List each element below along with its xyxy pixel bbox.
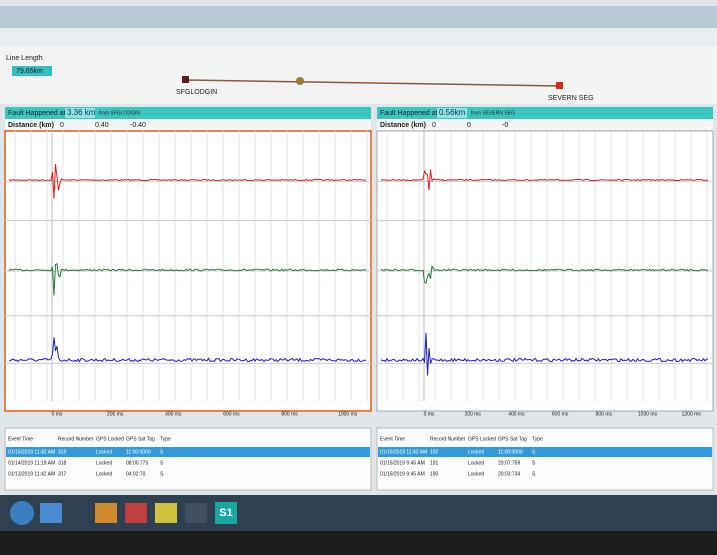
column-header: Event Time [380, 436, 405, 442]
column-header: GPS Sat Tag [498, 436, 527, 442]
distance-label: Distance (km) [8, 122, 54, 129]
fault-from: from SFGLODGIN [99, 110, 140, 116]
screen: Line Length 79.65km SFGLODGIN SEVERN SEG… [0, 0, 717, 550]
table-cell[interactable]: 192 [430, 449, 439, 455]
start-button[interactable] [10, 501, 34, 525]
reading: 0 [467, 122, 471, 129]
table-cell[interactable]: 319 [58, 449, 67, 455]
page: Line Length 79.65km SFGLODGIN SEVERN SEG… [0, 0, 717, 550]
table-cell[interactable]: 190 [430, 471, 439, 477]
title-bar [0, 6, 717, 28]
taskbar-icon[interactable] [185, 503, 207, 523]
app-icon-label: S1 [219, 507, 232, 519]
time-tick-label: 1000 ms [638, 411, 658, 417]
table-cell[interactable]: Locked [468, 449, 484, 455]
station-left-label: SFGLODGIN [176, 89, 217, 96]
taskbar-icon[interactable] [155, 503, 177, 523]
table-cell[interactable]: Locked [96, 460, 112, 466]
reading: 0 [60, 122, 64, 129]
column-header: Event Time [8, 436, 33, 442]
distance-label: Distance (km) [380, 122, 426, 129]
time-tick-label: 600 ms [552, 411, 569, 417]
column-header: GPS Sat Tag [126, 436, 155, 442]
table-cell[interactable]: 11:00:0000 [126, 449, 151, 455]
table-cell[interactable]: 11:00:0000 [498, 449, 523, 455]
column-header: GPS Locked [96, 436, 124, 442]
column-header: GPS Locked [468, 436, 496, 442]
table-cell[interactable]: 317 [58, 471, 67, 477]
fault-marker [296, 77, 304, 85]
distance-row [377, 119, 713, 130]
time-tick-label: 200 ms [107, 411, 124, 417]
column-header: Record Number [58, 436, 94, 442]
table-cell[interactable]: 01/15/2019 11:42 AM [8, 449, 55, 455]
column-header: Type [160, 436, 171, 442]
reading: 0 [432, 122, 436, 129]
time-tick-label: 400 ms [508, 411, 525, 417]
table-cell[interactable]: 20:03:734 [498, 471, 520, 477]
table-cell[interactable]: Locked [468, 471, 484, 477]
reading: -0.40 [130, 122, 146, 129]
taskbar-icon[interactable] [40, 503, 62, 523]
line-length-value: 79.65km [16, 68, 43, 75]
table-cell[interactable]: 318 [58, 460, 67, 466]
table [377, 428, 713, 490]
table-cell[interactable]: 191 [430, 460, 439, 466]
station-right [556, 82, 563, 89]
time-tick-label: 200 ms [464, 411, 481, 417]
reading: -0 [502, 122, 508, 129]
table-cell[interactable]: 08:00:775 [126, 460, 148, 466]
table-cell[interactable]: 01/15/2019 9:45 AM [380, 471, 425, 477]
fault-distance: 3.36 km [67, 108, 96, 117]
line-length-label: Line Length [6, 55, 43, 62]
time-tick-label: 1200 ms [682, 411, 702, 417]
table-cell[interactable]: Locked [96, 449, 112, 455]
time-tick-label: 800 ms [596, 411, 613, 417]
fault-label: Fault Happened at [8, 110, 66, 117]
table-cell[interactable]: 01/13/2019 11:42 AM [8, 471, 55, 477]
time-tick-label: 1000 ms [338, 411, 358, 417]
table-cell[interactable]: 01/15/2019 9:45 AM [380, 460, 425, 466]
station-right-label: SEVERN SEG [548, 95, 594, 102]
time-tick-label: 800 ms [281, 411, 298, 417]
time-tick-label: 0 ms [424, 411, 435, 417]
time-tick-label: 400 ms [165, 411, 182, 417]
fault-distance: 0.56km [439, 108, 466, 117]
table-cell[interactable]: Locked [96, 471, 112, 477]
line-area [0, 46, 717, 104]
fault-label: Fault Happened at [380, 110, 438, 117]
taskbar-icon[interactable] [125, 503, 147, 523]
column-header: Type [532, 436, 543, 442]
table-cell[interactable]: 04:02:70 [126, 471, 146, 477]
table-cell[interactable]: Locked [468, 460, 484, 466]
reading: 0.40 [95, 122, 109, 129]
time-tick-label: 0 ms [52, 411, 63, 417]
fault-from: from SEVERN SEG [471, 110, 515, 116]
row-selected [378, 447, 712, 457]
taskbar-icon[interactable] [95, 503, 117, 523]
table-cell[interactable]: 01/15/2019 11:42 AM [380, 449, 427, 455]
table-cell[interactable]: 01/14/2019 11:19 AM [8, 460, 55, 466]
time-tick-label: 600 ms [223, 411, 240, 417]
station-left [182, 76, 189, 83]
table-cell[interactable]: 20:07:759 [498, 460, 520, 466]
toolbar [0, 28, 717, 46]
column-header: Record Number [430, 436, 466, 442]
